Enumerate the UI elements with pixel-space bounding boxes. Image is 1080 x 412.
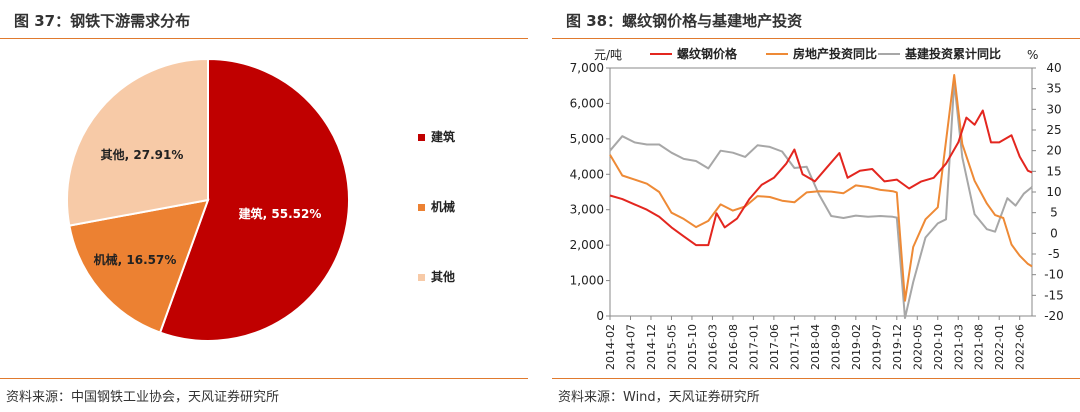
x-axis-tick-0: 2014-02 xyxy=(604,324,617,370)
left-axis-tick-0: 0 xyxy=(596,309,604,323)
line-chart: 0 1,000 2,000 3,000 4,000 5,000 6,000 7,000 -20 -… xyxy=(570,46,1064,370)
right-axis-tick-0: -20 xyxy=(1044,309,1064,323)
left-axis-tick-4: 4,000 xyxy=(570,167,604,181)
x-axis-tick-7: 2017-01 xyxy=(747,324,760,370)
x-axis-tick-9: 2017-11 xyxy=(788,324,801,370)
left-axis-unit: 元/吨 xyxy=(594,48,622,62)
x-axis-tick-15: 2020-05 xyxy=(911,324,924,370)
pie-slice-0 xyxy=(158,57,350,342)
x-axis-tick-18: 2021-08 xyxy=(973,324,986,370)
line-legend-label-2: 基建投资累计同比 xyxy=(904,46,1001,61)
right-panel: 图 38：螺纹钢价格与基建地产投资 0 1,000 2,000 3,000 4,000 5… xyxy=(552,0,1080,412)
left-panel: 图 37：钢铁下游需求分布 建筑, 55.52% 机械, 16.57% 其他, 27… xyxy=(0,0,528,412)
right-axis-tick-9: 25 xyxy=(1046,123,1061,137)
x-axis-tick-3: 2015-05 xyxy=(665,324,678,370)
line-legend-label-1: 房地产投资同比 xyxy=(793,46,877,61)
x-axis-tick-14: 2019-12 xyxy=(891,324,904,370)
pie-slice-label-0: 建筑, 55.52% xyxy=(238,206,322,221)
x-axis-tick-2: 2014-12 xyxy=(645,324,658,370)
right-axis-tick-3: -5 xyxy=(1048,247,1060,261)
x-axis-tick-13: 2019-07 xyxy=(870,324,883,370)
x-axis-tick-20: 2022-06 xyxy=(1014,324,1027,370)
pie-slice-label-2: 其他, 27.91% xyxy=(101,147,184,162)
pie-slice-2 xyxy=(66,57,209,227)
x-axis-tick-17: 2021-03 xyxy=(952,324,965,370)
x-axis-tick-6: 2016-08 xyxy=(727,324,740,370)
right-axis-tick-8: 20 xyxy=(1046,144,1061,158)
left-source: 资料来源：中国钢铁工业协会，天风证券研究所 xyxy=(6,390,280,405)
x-axis-tick-19: 2022-01 xyxy=(993,324,1006,370)
right-source: 资料来源：Wind，天风证券研究所 xyxy=(558,390,760,405)
right-source-rule xyxy=(552,378,1080,379)
pie-legend-label-1: 机械 xyxy=(431,199,455,214)
x-axis-tick-5: 2016-03 xyxy=(706,324,719,370)
series-line-1 xyxy=(609,74,1033,302)
pie-slice-1 xyxy=(68,198,210,334)
pie-legend-swatch-2 xyxy=(418,274,425,281)
x-axis-tick-11: 2018-09 xyxy=(829,324,842,370)
x-axis-tick-10: 2018-04 xyxy=(809,324,822,370)
left-axis-tick-3: 3,000 xyxy=(570,203,604,217)
x-axis-tick-8: 2017-06 xyxy=(768,324,781,370)
left-axis-tick-2: 2,000 xyxy=(570,238,604,252)
pie-legend-label-0: 建筑 xyxy=(430,129,455,144)
right-axis-tick-12: 40 xyxy=(1046,61,1061,75)
right-axis-tick-7: 15 xyxy=(1046,164,1061,178)
right-axis-tick-2: -10 xyxy=(1044,268,1064,282)
right-axis-tick-6: 10 xyxy=(1046,185,1061,199)
left-panel-title: 图 37：钢铁下游需求分布 xyxy=(14,12,191,30)
left-title-rule xyxy=(0,38,528,39)
left-axis-tick-5: 5,000 xyxy=(570,132,604,146)
line-legend-label-0: 螺纹钢价格 xyxy=(677,46,738,61)
right-axis-tick-11: 35 xyxy=(1046,82,1061,96)
right-panel-title: 图 38：螺纹钢价格与基建地产投资 xyxy=(566,12,803,30)
right-axis-unit: % xyxy=(1027,48,1038,62)
right-title-rule xyxy=(552,38,1080,39)
left-axis-tick-7: 7,000 xyxy=(570,61,604,75)
left-source-rule xyxy=(0,378,528,379)
series-line-2 xyxy=(609,81,1033,319)
series-line-0 xyxy=(609,109,1033,247)
right-axis-tick-4: 0 xyxy=(1050,226,1058,240)
x-axis-tick-16: 2020-10 xyxy=(932,324,945,370)
left-axis-tick-6: 6,000 xyxy=(570,96,604,110)
pie-legend-swatch-0 xyxy=(418,134,425,141)
pie-legend-label-2: 其他 xyxy=(431,269,455,284)
x-axis-tick-4: 2015-10 xyxy=(686,324,699,370)
right-axis-tick-1: -15 xyxy=(1044,288,1064,302)
x-axis-tick-12: 2019-02 xyxy=(850,324,863,370)
pie-slice-label-1: 机械, 16.57% xyxy=(94,252,177,267)
pie-legend-swatch-1 xyxy=(418,204,425,211)
right-axis-tick-5: 5 xyxy=(1050,206,1058,220)
right-axis-tick-10: 30 xyxy=(1046,102,1061,116)
left-axis-tick-1: 1,000 xyxy=(570,274,604,288)
x-axis-tick-1: 2014-07 xyxy=(624,324,637,370)
